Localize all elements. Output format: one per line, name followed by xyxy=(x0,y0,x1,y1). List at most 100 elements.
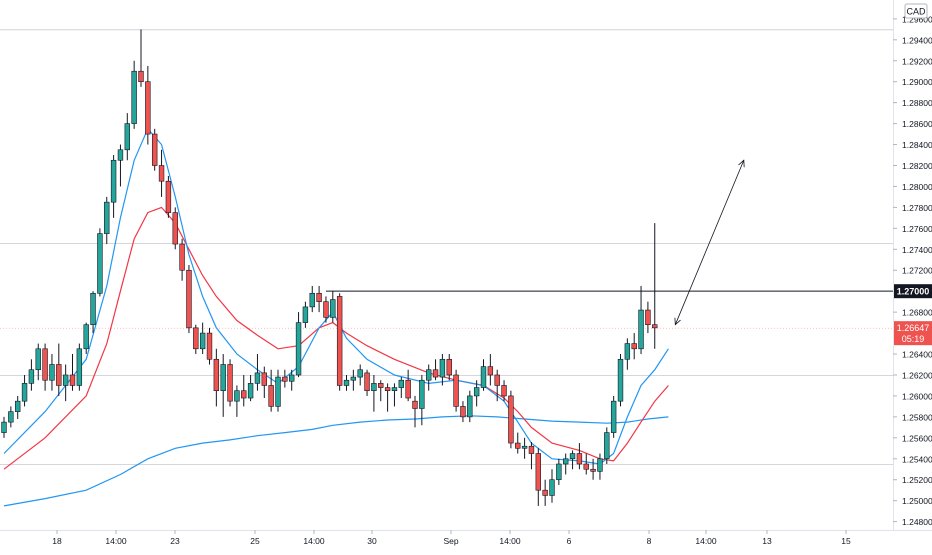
candle-17 xyxy=(117,144,124,187)
candle-body-73 xyxy=(501,385,507,397)
candle-body-16 xyxy=(110,159,117,203)
candle-body-60 xyxy=(412,400,418,409)
candle-18 xyxy=(124,113,131,161)
candle-75 xyxy=(515,432,521,454)
candle-26 xyxy=(179,238,185,281)
candle-body-52 xyxy=(357,369,363,378)
candle-body-9 xyxy=(62,374,69,386)
candle-81 xyxy=(556,458,562,485)
price-tick-label-9: 1.27800 xyxy=(902,203,932,213)
candle-23 xyxy=(158,149,165,197)
candle-52 xyxy=(357,364,363,386)
candle-body-78 xyxy=(535,453,542,491)
candle-89 xyxy=(610,395,617,438)
candle-body-41 xyxy=(282,376,288,382)
candle-body-23 xyxy=(158,165,165,182)
candle-body-30 xyxy=(206,332,213,360)
candle-body-29 xyxy=(199,332,206,350)
candle-body-74 xyxy=(508,395,514,444)
candle-54 xyxy=(371,374,377,412)
candle-body-67 xyxy=(460,406,466,418)
candle-27 xyxy=(186,265,192,334)
currency-badge[interactable]: CAD xyxy=(906,7,926,17)
candle-73 xyxy=(501,380,507,402)
bar-countdown-label: 05:19 xyxy=(902,334,925,344)
time-scale[interactable]: 18 14:00 23 25 14:00 30 Sep 14:00 6 8 14:00 13 15 xyxy=(52,530,851,546)
candle-88 xyxy=(604,427,610,465)
price-tick-label-17: 1.25800 xyxy=(902,412,932,422)
drawings xyxy=(325,159,893,326)
time-tick-label-0: 18 xyxy=(52,536,62,546)
price-tick-label-10: 1.27600 xyxy=(902,224,932,234)
horizontal-lines xyxy=(0,29,893,465)
candle-79 xyxy=(542,479,548,506)
candle-30 xyxy=(206,327,213,365)
price-tick-label-20: 1.25200 xyxy=(902,475,932,485)
candle-35 xyxy=(241,374,247,407)
candle-body-11 xyxy=(76,348,83,386)
candle-87 xyxy=(597,453,603,480)
candle-body-28 xyxy=(193,327,199,350)
candle-body-32 xyxy=(220,364,226,391)
candle-body-88 xyxy=(604,432,610,460)
candle-50 xyxy=(343,374,350,391)
candle-61 xyxy=(419,374,425,426)
candle-8 xyxy=(56,343,62,396)
candle-63 xyxy=(432,359,439,381)
currency-badge-frame[interactable] xyxy=(904,3,928,19)
candle-body-20 xyxy=(138,70,144,82)
candle-body-45 xyxy=(309,292,315,308)
candle-58 xyxy=(398,377,404,399)
candle-body-25 xyxy=(172,212,178,245)
candle-body-84 xyxy=(576,453,583,465)
candle-80 xyxy=(549,469,555,503)
candle-15 xyxy=(104,196,110,245)
candle-body-38 xyxy=(261,372,267,386)
candle-55 xyxy=(378,380,384,402)
candle-body-81 xyxy=(556,463,562,481)
price-tick-label-5: 1.28600 xyxy=(902,119,932,129)
candle-body-49 xyxy=(336,296,343,386)
time-tick-label-1: 14:00 xyxy=(105,536,127,546)
candle-76 xyxy=(521,437,528,459)
candle-body-14 xyxy=(97,233,103,294)
candle-56 xyxy=(384,383,391,412)
candle-body-37 xyxy=(254,372,261,384)
candle-body-22 xyxy=(152,133,158,166)
candle-body-70 xyxy=(480,366,487,388)
candle-body-93 xyxy=(638,309,644,350)
time-tick-label-9: 8 xyxy=(647,536,652,546)
candle-44 xyxy=(302,301,309,328)
candle-57 xyxy=(391,383,398,407)
candle-72 xyxy=(494,369,500,402)
candle-body-82 xyxy=(562,458,569,465)
time-tick-label-11: 13 xyxy=(762,536,772,546)
price-tick-label-16: 1.26000 xyxy=(902,391,932,401)
candle-body-58 xyxy=(398,379,404,388)
candle-51 xyxy=(350,369,357,391)
candle-37 xyxy=(254,354,261,391)
price-scale[interactable]: 1.29600 1.29400 1.29200 1.29000 1.28800 1.286… xyxy=(893,14,932,527)
candle-94 xyxy=(645,301,651,334)
candle-body-47 xyxy=(323,301,329,318)
candle-body-2 xyxy=(15,400,21,412)
candle-65 xyxy=(446,354,452,381)
candle-body-75 xyxy=(515,442,521,449)
long-moving-average xyxy=(3,415,669,507)
projection-arrow-head-top xyxy=(738,159,745,168)
candle-7 xyxy=(49,354,55,391)
level-price-box xyxy=(894,284,932,299)
candle-body-77 xyxy=(528,445,535,454)
candle-95 xyxy=(652,223,658,349)
candle-body-0 xyxy=(1,421,7,433)
time-tick-label-7: 14:00 xyxy=(499,536,521,546)
candle-66 xyxy=(453,369,459,412)
candle-body-72 xyxy=(494,374,500,386)
candle-2 xyxy=(15,395,21,419)
candle-36 xyxy=(247,374,254,402)
candle-20 xyxy=(138,29,144,87)
time-tick-label-3: 25 xyxy=(250,536,260,546)
candle-body-21 xyxy=(145,81,151,135)
